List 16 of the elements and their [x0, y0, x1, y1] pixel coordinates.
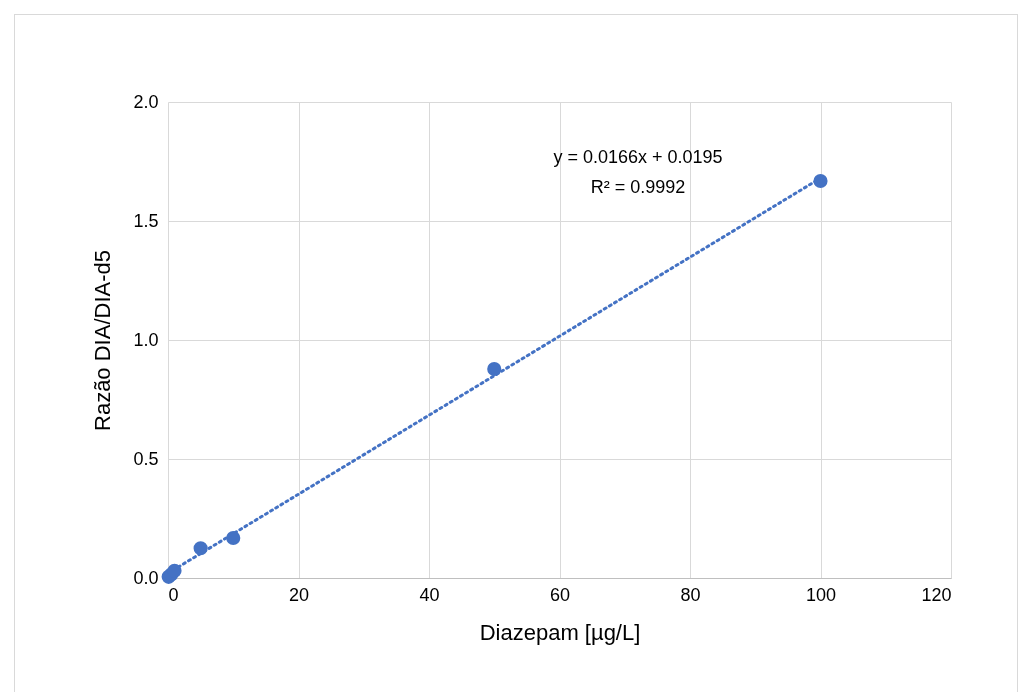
y-tick-label: 2.0	[133, 91, 159, 112]
annotation: R² = 0.9992	[590, 177, 686, 197]
y-tick-label: 1.0	[133, 329, 159, 350]
x-tick-label: 40	[419, 584, 440, 605]
x-tick-label: 100	[805, 584, 837, 605]
y-tick-label: 0.5	[133, 448, 159, 469]
y-tick-label: 0.0	[133, 567, 159, 588]
y-axis-title: Razão DIA/DIA-d5	[90, 250, 116, 431]
x-tick-label: 0	[168, 584, 179, 605]
x-tick-label: 60	[549, 584, 571, 605]
x-tick-label: 20	[288, 584, 310, 605]
y-tick-label: 1.5	[133, 210, 159, 231]
x-axis-title: Diazepam [µg/L]	[479, 619, 641, 645]
x-tick-label: 80	[680, 584, 701, 605]
annotation: y = 0.0166x + 0.0195	[553, 147, 723, 167]
x-tick-label: 120	[921, 584, 952, 605]
